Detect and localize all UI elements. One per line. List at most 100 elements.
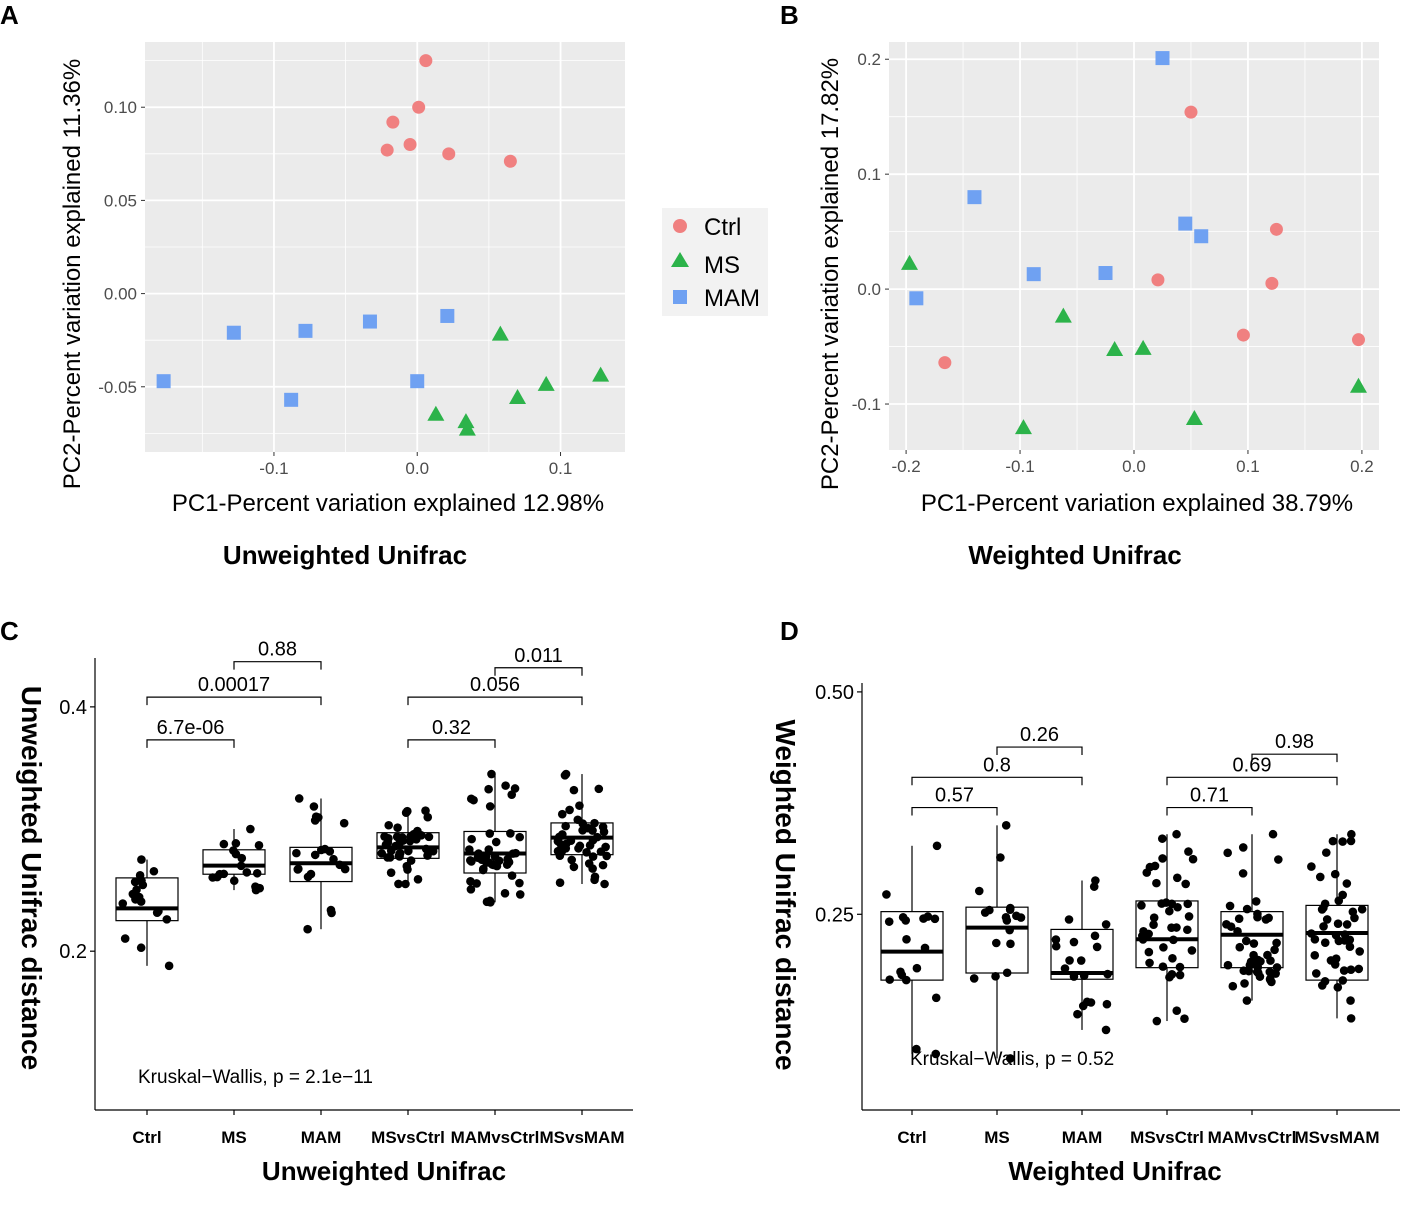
b-tick-label-x: -0.2 <box>891 457 920 476</box>
d-data-point <box>1173 902 1182 912</box>
d-data-point <box>1270 945 1279 955</box>
c-comparison-pvalue: 0.32 <box>432 717 471 739</box>
d-data-point <box>996 853 1005 862</box>
d-data-point <box>1234 914 1244 923</box>
d-data-point <box>1223 848 1232 858</box>
d-data-point <box>1274 855 1283 864</box>
a-point-ctrl <box>412 100 426 114</box>
c-data-point <box>466 877 475 886</box>
c-comparison-bracket <box>407 696 583 706</box>
c-data-point <box>482 897 492 907</box>
d-data-point <box>1165 972 1174 982</box>
d-data-point <box>1242 996 1252 1005</box>
c-comparison-pvalue: 0.056 <box>470 674 520 696</box>
d-data-point <box>1152 878 1161 888</box>
boxes-c <box>115 769 614 971</box>
a-point-ms <box>491 325 509 341</box>
c-data-point <box>588 864 597 873</box>
d-comparison-bracket <box>996 746 1083 756</box>
d-data-point <box>1322 915 1332 924</box>
d-data-point <box>1184 912 1194 921</box>
c-data-point <box>255 883 264 893</box>
d-data-point <box>1346 1014 1356 1023</box>
c-data-point <box>474 849 483 858</box>
a-point-ms <box>537 375 555 391</box>
d-data-point <box>1169 935 1178 945</box>
a-point-mam <box>362 314 377 329</box>
d-data-point <box>1145 958 1154 968</box>
panel-label-b: B <box>780 0 799 30</box>
y-axis-title-c: Unweighted Unifrac distance <box>16 686 47 1070</box>
d-data-point <box>1333 983 1343 992</box>
c-comparison-bracket <box>407 739 496 748</box>
a-point-ms <box>458 420 476 436</box>
d-data-point <box>1347 829 1356 839</box>
d-comparison-pvalue: 0.26 <box>1020 724 1059 746</box>
a-tick-label-y: -0.05 <box>98 378 137 397</box>
c-category-label: MAM <box>301 1128 342 1147</box>
c-data-point <box>229 846 238 855</box>
d-data-point <box>1342 920 1352 929</box>
d-data-point <box>1310 935 1320 944</box>
c-data-point <box>237 853 247 863</box>
c-data-point <box>592 832 602 842</box>
c-data-point <box>386 868 396 877</box>
c-data-point <box>246 824 255 834</box>
c-data-point <box>138 880 148 890</box>
c-data-point <box>503 854 512 864</box>
c-data-point <box>229 876 239 886</box>
d-data-point <box>1051 941 1061 951</box>
panel-label-c: C <box>0 616 19 646</box>
b-tick-label-x: 0.0 <box>1122 457 1146 476</box>
d-data-point <box>920 943 930 953</box>
d-data-point <box>1069 972 1079 981</box>
d-data-point <box>1245 960 1255 970</box>
d-data-point <box>1101 920 1111 929</box>
d-data-point <box>1149 920 1158 930</box>
b-point-mam <box>1194 229 1209 244</box>
d-data-point <box>1251 897 1261 906</box>
c-data-point <box>508 849 518 858</box>
d-data-point <box>1333 919 1343 928</box>
c-data-point <box>465 845 474 854</box>
c-data-point <box>494 856 504 866</box>
d-data-point <box>1253 909 1262 919</box>
b-point-ms <box>1106 341 1124 357</box>
d-data-point <box>1311 969 1321 978</box>
c-data-point <box>574 844 583 853</box>
a-point-mam <box>284 392 299 407</box>
c-data-point <box>329 854 338 864</box>
d-data-point <box>1172 873 1182 883</box>
d-data-point <box>1238 843 1248 852</box>
d-data-point <box>1005 925 1014 935</box>
c-data-point <box>309 802 319 811</box>
c-comparison-pvalue: 0.011 <box>514 645 563 667</box>
c-data-point <box>294 864 303 874</box>
c-data-point <box>481 852 491 861</box>
d-data-point <box>1338 890 1348 900</box>
c-data-point <box>596 847 606 856</box>
c-data-point <box>585 841 595 850</box>
d-data-point <box>1249 939 1259 948</box>
d-data-point <box>1320 899 1330 909</box>
c-data-point <box>598 860 608 870</box>
a-point-ctrl <box>403 138 417 151</box>
c-comparison-bracket <box>494 667 583 676</box>
a-point-ctrl <box>503 154 517 168</box>
b-point-mam <box>909 291 924 306</box>
a-point-ms <box>457 413 475 429</box>
d-data-point <box>1149 913 1159 922</box>
d-data-point <box>1165 906 1174 916</box>
d-data-point <box>1137 901 1146 910</box>
d-data-point <box>884 917 894 926</box>
d-data-point <box>912 1044 921 1054</box>
d-data-point <box>1158 962 1168 971</box>
c-data-point <box>292 848 301 858</box>
d-data-point <box>897 970 907 980</box>
a-point-ms <box>427 405 445 421</box>
c-data-point <box>515 832 525 842</box>
c-data-point <box>500 889 510 898</box>
c-data-point <box>132 885 141 895</box>
c-data-point <box>600 879 609 889</box>
c-data-point <box>325 847 335 856</box>
